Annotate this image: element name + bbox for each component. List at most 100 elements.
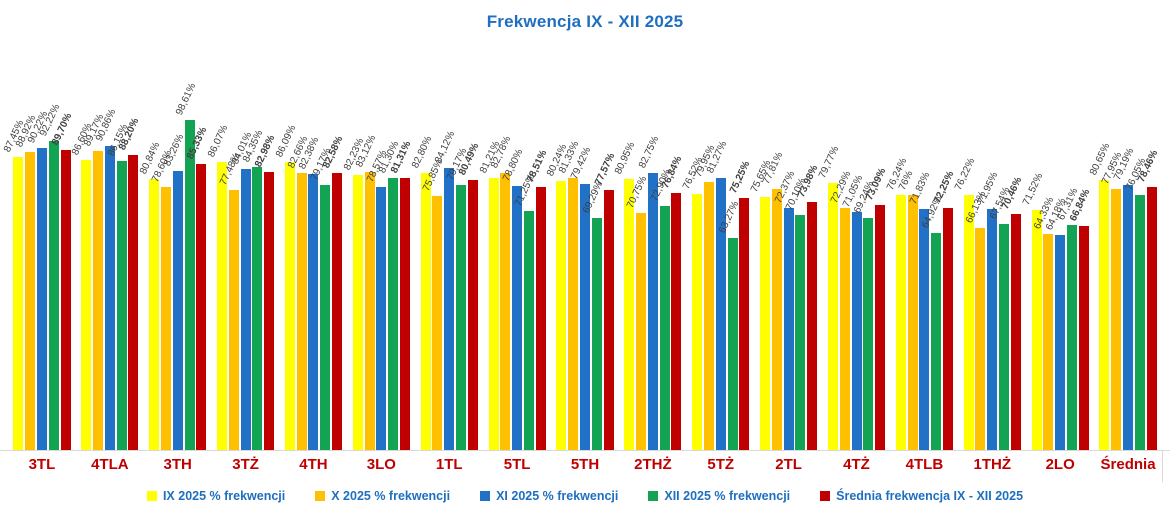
bar: [228, 190, 239, 450]
bar: [48, 141, 59, 450]
x-axis-label: 4TLB: [905, 456, 944, 473]
bar: [252, 167, 263, 450]
bar: [863, 218, 874, 450]
x-axis-label: 3TH: [163, 456, 192, 473]
legend-item: XII 2025 % frekwencji: [648, 489, 790, 503]
bar: [795, 215, 806, 450]
bar: [1146, 187, 1157, 450]
bar: [444, 168, 455, 450]
x-axis-label: 5TL: [503, 456, 531, 473]
bar: [535, 186, 546, 450]
bar: [512, 186, 523, 450]
bar-value-label: 82,80%: [409, 134, 434, 170]
bar: [320, 184, 331, 450]
bar: [1099, 179, 1110, 450]
bar-value-label: 78,51%: [524, 148, 550, 184]
plot-right-edge-line: [1162, 450, 1163, 482]
bar-value-label: 73,98%: [796, 163, 821, 200]
x-axis-label: 3LO: [366, 456, 396, 473]
x-axis-label: 2TL: [775, 456, 802, 473]
bar: [1134, 195, 1145, 450]
x-axis-label: 2LO: [1045, 456, 1075, 473]
bar: [568, 177, 579, 450]
legend-label: X 2025 % frekwencji: [331, 489, 451, 503]
bar: [160, 186, 171, 450]
bar: [963, 194, 974, 450]
bar: [36, 147, 47, 450]
bar: [647, 172, 658, 450]
bar: [172, 171, 183, 450]
chart-legend: IX 2025 % frekwencji X 2025 % frekwencji X…: [0, 489, 1170, 503]
bar: [591, 217, 602, 450]
bar: [692, 193, 703, 450]
legend-label: Średnia frekwencja IX - XII 2025: [836, 489, 1024, 503]
bar: [149, 179, 160, 450]
legend-marker-icon: [820, 491, 831, 501]
bar: [827, 182, 838, 450]
x-axis-label: 1TL: [435, 456, 463, 473]
bar: [636, 212, 647, 450]
bar: [196, 164, 207, 450]
bar: [1031, 210, 1042, 450]
x-axis-label: 4TŻ: [843, 456, 870, 473]
bar: [1078, 226, 1089, 450]
bar-value-label: 76,22%: [952, 156, 978, 192]
bar: [580, 183, 590, 450]
bar: [1043, 234, 1054, 450]
legend-label: IX 2025 % frekwencji: [162, 489, 286, 503]
legend-label: XII 2025 % frekwencji: [664, 489, 791, 503]
bar-value-label: 86,07%: [206, 123, 231, 159]
legend-marker-icon: [648, 491, 659, 501]
bar: [895, 194, 906, 450]
x-axis-label: 3TL: [28, 456, 56, 473]
bar: [128, 154, 139, 450]
bar: [907, 195, 918, 450]
bar: [1066, 224, 1077, 450]
bar: [1055, 234, 1066, 450]
bar-value-label: 88,20%: [117, 116, 142, 152]
bar: [376, 186, 387, 450]
bar: [1111, 188, 1122, 450]
x-axis-label: 5TŻ: [707, 456, 735, 473]
legend-marker-icon: [480, 491, 491, 501]
bar: [264, 172, 275, 450]
bar: [352, 174, 363, 450]
bar-value-label: 80,95%: [613, 140, 638, 176]
bar: [399, 177, 410, 450]
bar: [624, 178, 635, 450]
bar: [296, 173, 307, 450]
x-axis-label: 3TŻ: [232, 456, 259, 473]
bar: [875, 205, 886, 450]
bar: [93, 151, 104, 450]
bar: [931, 232, 942, 450]
bar: [671, 192, 682, 450]
bar-value-label: 82,75%: [636, 134, 662, 170]
bar: [456, 184, 467, 450]
bar-value-label: 79,77%: [816, 144, 842, 180]
chart-title: Frekwencja IX - XII 2025: [486, 12, 684, 31]
bar: [332, 173, 343, 450]
bar: [999, 223, 1010, 450]
x-axis-label: 4TH: [299, 456, 328, 473]
bar: [739, 197, 750, 450]
bar: [500, 172, 511, 450]
bar: [1123, 184, 1134, 450]
bar: [488, 177, 499, 450]
bar: [467, 180, 478, 450]
x-axis-label: 1THŻ: [973, 456, 1012, 473]
bar: [987, 208, 998, 450]
bar: [715, 177, 726, 450]
x-axis-line: [0, 450, 1170, 451]
bar: [523, 211, 534, 450]
legend-item: X 2025 % frekwencji: [315, 489, 450, 503]
bar: [703, 182, 714, 450]
bar: [839, 207, 850, 450]
bar: [364, 171, 375, 450]
bar: [25, 152, 36, 450]
bar-value-label: 71,52%: [1020, 172, 1045, 208]
x-axis-label: 5TH: [570, 456, 600, 473]
legend-marker-icon: [315, 491, 326, 501]
bar: [943, 207, 953, 450]
bar: [432, 195, 443, 450]
